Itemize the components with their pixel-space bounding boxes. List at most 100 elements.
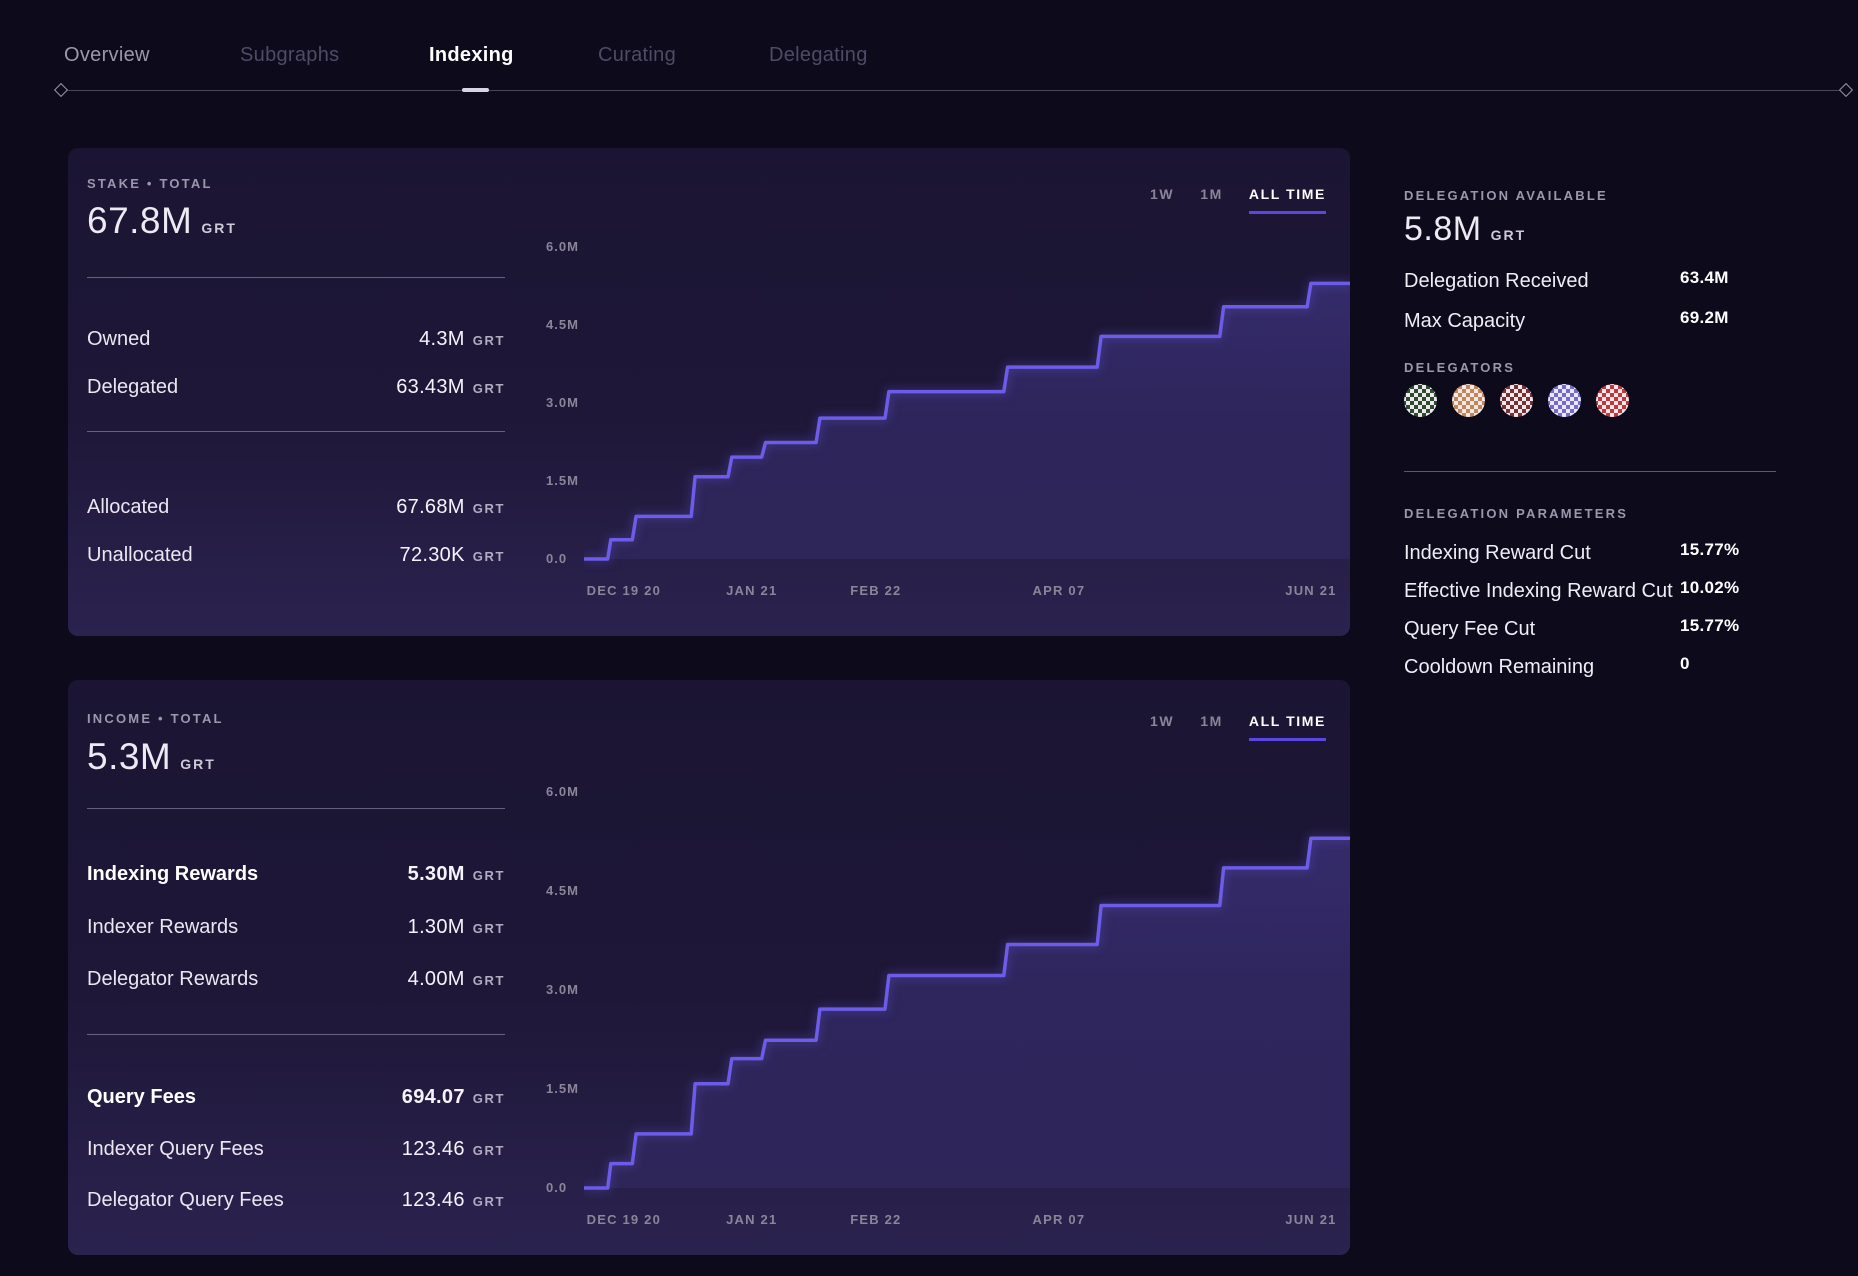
stat-unit: GRT [472,1091,505,1106]
income-section-label: INCOME • TOTAL [87,711,224,726]
stake-chart-plot[interactable] [584,232,1350,572]
stat-amount: 5.30M [407,863,465,885]
stat-label: Indexer Query Fees [87,1138,264,1160]
tab-overview[interactable]: Overview [64,44,150,66]
y-axis-tick: 6.0M [546,784,579,799]
y-axis-tick: 0.0 [546,551,568,566]
stat-amount: 123.46 [401,1138,465,1160]
y-axis-tick: 4.5M [546,317,579,332]
stat-amount: 4.00M [407,968,465,990]
range-alltime-button[interactable]: ALL TIME [1248,186,1326,214]
stat-unit: GRT [472,549,505,564]
kv-value: 0 [1680,654,1690,673]
tab-curating[interactable]: Curating [598,44,676,66]
stat-label: Indexing Rewards [87,863,259,885]
stat-row-allocated: Allocated 67.68M GRT [87,496,505,519]
delegation-received-row: Delegation Received 63.4M [1404,268,1788,293]
stat-unit: GRT [472,868,505,883]
delegator-avatar[interactable] [1596,384,1629,417]
range-1m-button[interactable]: 1M [1200,186,1223,202]
stat-value: 4.00M GRT [408,968,505,991]
x-axis-tick: FEB 22 [850,583,902,598]
kv-label: Query Fee Cut [1404,618,1536,640]
stat-amount: 1.30M [407,916,465,938]
divider [87,431,505,432]
x-axis-tick: APR 07 [1032,583,1086,598]
stat-amount: 72.30K [399,544,465,566]
stat-unit: GRT [472,973,505,988]
stat-label: Allocated [87,496,170,518]
stat-row-indexer-query-fees: Indexer Query Fees 123.46 GRT [87,1138,505,1161]
stat-unit: GRT [472,333,505,348]
income-chart-plot[interactable] [584,775,1350,1205]
y-axis-tick: 1.5M [546,473,579,488]
stat-amount: 67.68M [396,496,465,518]
param-row-query-fee-cut: Query Fee Cut 15.77% [1404,616,1788,641]
stat-value: 63.43M GRT [396,376,505,399]
kv-value: 63.4M [1680,268,1729,287]
delegator-avatar[interactable] [1548,384,1581,417]
delegation-available-value: 5.8M [1404,210,1482,248]
rule-diamond-right-icon [1838,82,1854,98]
tab-indexing[interactable]: Indexing [429,44,514,66]
tab-subgraphs[interactable]: Subgraphs [240,44,340,66]
x-axis-tick: JAN 21 [726,1212,778,1227]
range-1w-button[interactable]: 1W [1150,713,1175,729]
x-axis-tick: JAN 21 [726,583,778,598]
stat-unit: GRT [472,381,505,396]
stat-value: 5.30M GRT [408,863,505,886]
rule-diamond-left-icon [53,82,69,98]
range-alltime-button[interactable]: ALL TIME [1248,713,1326,741]
param-row-indexing-reward-cut: Indexing Reward Cut 15.77% [1404,540,1788,565]
time-range-control: 1W 1M ALL TIME [1150,186,1326,214]
sidebar-divider [1404,471,1776,472]
divider [87,808,505,809]
delegator-avatar[interactable] [1404,384,1437,417]
delegation-available-label: DELEGATION AVAILABLE [1404,188,1608,203]
y-axis-tick: 3.0M [546,395,579,410]
kv-value: 15.77% [1680,616,1740,635]
y-axis-tick: 1.5M [546,1081,579,1096]
delegators-list [1404,384,1629,417]
stat-value: 4.3M GRT [419,328,505,351]
stat-row-indexing-rewards: Indexing Rewards 5.30M GRT [87,863,505,886]
x-axis-tick: DEC 19 20 [586,583,662,598]
stat-row-delegated: Delegated 63.43M GRT [87,376,505,399]
stat-label: Unallocated [87,544,193,566]
range-1m-button[interactable]: 1M [1200,713,1223,729]
stat-row-delegator-query-fees: Delegator Query Fees 123.46 GRT [87,1189,505,1212]
x-axis-tick: JUN 21 [1285,1212,1337,1227]
active-tab-indicator [462,88,489,92]
stat-unit: GRT [472,1194,505,1209]
stake-total-unit: GRT [201,220,237,236]
y-axis-tick: 3.0M [546,982,579,997]
kv-label: Delegation Received [1404,270,1589,292]
delegators-label: DELEGATORS [1404,360,1516,375]
stat-amount: 63.43M [396,376,465,398]
delegation-parameters-label: DELEGATION PARAMETERS [1404,506,1629,521]
param-row-effective-indexing-reward-cut: Effective Indexing Reward Cut 10.02% [1404,578,1788,603]
stat-value: 123.46 GRT [402,1138,505,1161]
stat-label: Indexer Rewards [87,916,239,938]
delegator-avatar[interactable] [1452,384,1485,417]
stat-row-delegator-rewards: Delegator Rewards 4.00M GRT [87,968,505,991]
stake-section-label: STAKE • TOTAL [87,176,213,191]
stat-row-indexer-rewards: Indexer Rewards 1.30M GRT [87,916,505,939]
stake-total-value: 67.8M [87,200,193,241]
tabbar-rule [53,82,1854,98]
time-range-control: 1W 1M ALL TIME [1150,713,1326,741]
income-total: 5.3M GRT [87,736,216,778]
stat-row-owned: Owned 4.3M GRT [87,328,505,351]
income-total-value: 5.3M [87,736,172,777]
range-1w-button[interactable]: 1W [1150,186,1175,202]
kv-value: 69.2M [1680,308,1729,327]
tab-delegating[interactable]: Delegating [769,44,868,66]
stat-label: Delegator Rewards [87,968,259,990]
delegator-avatar[interactable] [1500,384,1533,417]
stat-row-unallocated: Unallocated 72.30K GRT [87,544,505,567]
stat-amount: 123.46 [401,1189,465,1211]
stat-unit: GRT [472,501,505,516]
y-axis-tick: 4.5M [546,883,579,898]
income-total-unit: GRT [180,756,216,772]
